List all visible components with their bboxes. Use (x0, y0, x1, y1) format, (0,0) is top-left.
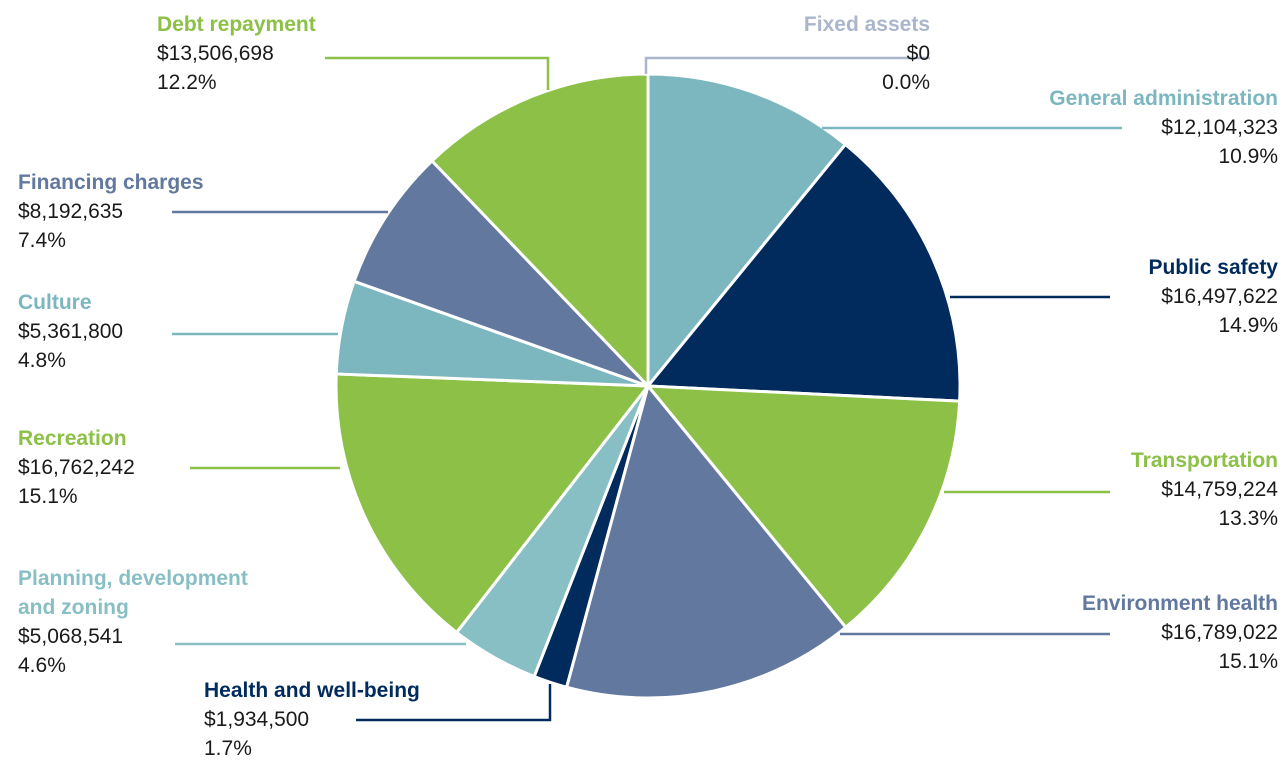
slice-amount-culture: $5,361,800 (18, 320, 123, 343)
slice-label-environment-health: Environment health (1082, 592, 1278, 615)
leader-line-fixed-assets (644, 56, 930, 74)
slice-amount-general-administration: $12,104,323 (1161, 116, 1278, 139)
slice-label-recreation: Recreation (18, 427, 127, 450)
slice-percent-transportation: 13.3% (1218, 507, 1278, 530)
slice-percent-environment-health: 15.1% (1218, 650, 1278, 673)
slice-amount-public-safety: $16,497,622 (1161, 285, 1278, 308)
slice-amount-planning-development-and-zoning: $5,068,541 (18, 625, 123, 648)
slice-label-culture: Culture (18, 291, 92, 314)
leader-lines (172, 56, 1122, 722)
slice-percent-health-and-well-being: 1.7% (204, 737, 252, 760)
leader-line-health-and-well-being (356, 684, 552, 722)
slice-general-administration (646, 72, 847, 388)
slice-label-health-and-well-being: Health and well-being (204, 679, 420, 702)
slice-percent-financing-charges: 7.4% (18, 229, 66, 252)
slice-amount-health-and-well-being: $1,934,500 (204, 708, 309, 731)
slice-percent-recreation: 15.1% (18, 485, 78, 508)
slice-percent-public-safety: 14.9% (1218, 314, 1278, 337)
slice-percent-planning-development-and-zoning: 4.6% (18, 654, 66, 677)
slice-amount-environment-health: $16,789,022 (1161, 621, 1278, 644)
slice-label-financing-charges: Financing charges (18, 171, 204, 194)
slice-percent-general-administration: 10.9% (1218, 145, 1278, 168)
slice-environment-health (565, 384, 848, 700)
slice-labels: Fixed assets $0 0.0% General administration… (18, 13, 1278, 760)
slice-label-general-administration: General administration (1049, 87, 1278, 110)
slice-amount-debt-repayment: $13,506,698 (157, 42, 274, 65)
slice-percent-fixed-assets: 0.0% (882, 71, 930, 94)
slice-amount-fixed-assets: $0 (907, 42, 930, 65)
slice-percent-culture: 4.8% (18, 349, 66, 372)
slice-debt-repayment (430, 72, 650, 388)
slice-label-planning-development-and-zoning-line2: and zoning (18, 596, 129, 619)
pie-slices (334, 72, 962, 700)
slice-label-public-safety: Public safety (1148, 256, 1278, 279)
slice-public-safety (646, 142, 962, 403)
slice-recreation (334, 372, 650, 634)
slice-amount-recreation: $16,762,242 (18, 456, 135, 479)
leader-line-debt-repayment (325, 56, 550, 90)
slice-label-planning-development-and-zoning-line1: Planning, development (18, 567, 248, 590)
slice-amount-financing-charges: $8,192,635 (18, 200, 123, 223)
slice-label-fixed-assets: Fixed assets (804, 13, 930, 36)
slice-label-debt-repayment: Debt repayment (157, 13, 316, 36)
slice-transportation (646, 384, 962, 629)
slice-financing-charges (352, 159, 650, 388)
slice-amount-transportation: $14,759,224 (1161, 478, 1278, 501)
slice-percent-debt-repayment: 12.2% (157, 71, 217, 94)
slice-label-transportation: Transportation (1131, 449, 1278, 472)
